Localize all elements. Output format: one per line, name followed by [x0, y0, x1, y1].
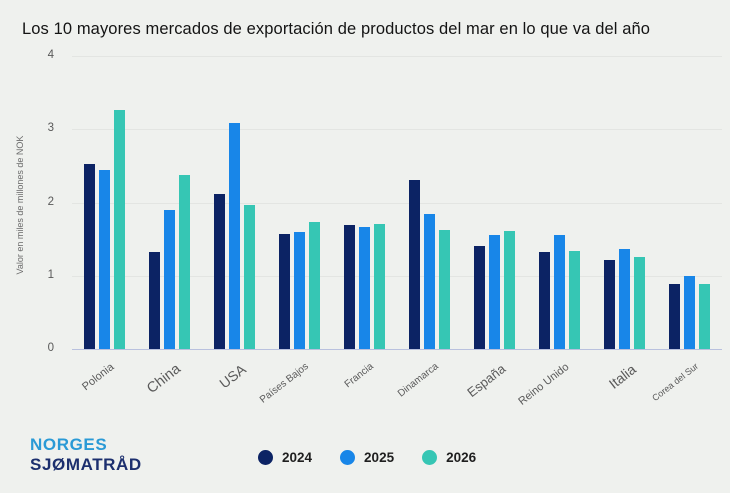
y-tick-label: 0 [47, 342, 54, 354]
bar-2025-polonia [99, 170, 110, 349]
logo-line-2: SJØMATRÅD [30, 455, 142, 474]
bar-2026-italia [634, 257, 645, 349]
bar-2024-usa [214, 194, 225, 349]
chart-legend: 2024 2025 2026 [258, 450, 476, 465]
bar-2026-polonia [114, 110, 125, 349]
bar-2025-corea-del-sur [684, 275, 695, 349]
legend-label: 2024 [282, 450, 313, 465]
gridline [72, 275, 722, 277]
bar-2025-italia [619, 249, 630, 349]
bar-2025-china [164, 209, 175, 349]
bar-2024-china [149, 252, 160, 349]
bar-2026-dinamarca [439, 230, 450, 349]
y-tick-label: 3 [47, 122, 54, 135]
gridline [72, 129, 722, 131]
x-axis-label-corea-del-sur: Corea del Sur [649, 361, 700, 404]
x-axis-label-italia: Italia [605, 361, 639, 392]
legend-swatch-icon [258, 450, 273, 465]
x-axis-label-francia: Francia [342, 361, 376, 391]
bar-2024-españa [474, 246, 485, 349]
logo-line-1: NORGES [30, 435, 108, 454]
bar-2024-italia [604, 259, 615, 349]
gridline [72, 202, 722, 204]
bar-2026-países-bajos [309, 221, 320, 349]
gridline [72, 56, 722, 57]
bar-2025-reino-unido [554, 234, 565, 349]
legend-swatch-icon [422, 450, 438, 465]
bar-2026-francia [374, 223, 385, 349]
legend-swatch-icon [340, 450, 356, 465]
bar-2025-dinamarca [424, 214, 435, 349]
bar-2024-corea-del-sur [669, 283, 680, 349]
bar-2025-francia [359, 227, 370, 349]
legend-item-2025[interactable]: 2025 [340, 450, 394, 465]
bar-2024-dinamarca [409, 179, 420, 349]
x-axis-label-reino-unido: Reino Unido [515, 361, 571, 408]
x-axis-line [72, 349, 722, 350]
x-axis-label-países-bajos: Países Bajos [257, 361, 311, 406]
bar-2025-españa [489, 235, 500, 349]
norges-sjomatrad-logo: NORGES SJØMATRÅD [30, 435, 142, 475]
legend-item-2026[interactable]: 2026 [422, 450, 476, 465]
bar-2026-reino-unido [569, 250, 580, 349]
legend-label: 2026 [446, 450, 477, 465]
bar-2025-países-bajos [294, 231, 305, 349]
bar-2024-países-bajos [279, 233, 290, 349]
chart-title: Los 10 mayores mercados de exportación d… [22, 20, 651, 38]
bar-2024-polonia [84, 164, 95, 349]
bar-2026-usa [244, 204, 255, 349]
y-tick-label: 2 [47, 195, 54, 208]
bar-2024-francia [344, 225, 355, 349]
y-tick-label: 1 [47, 268, 54, 281]
bar-2025-usa [229, 122, 240, 349]
bar-2026-españa [504, 231, 515, 349]
y-tick-label: 4 [47, 49, 54, 61]
bar-2026-corea-del-sur [699, 283, 710, 349]
x-axis-label-dinamarca: Dinamarca [395, 361, 441, 400]
legend-item-2024[interactable]: 2024 [258, 450, 312, 465]
y-axis-title: Valor en miles de millones de NOK [15, 135, 25, 275]
bar-2024-reino-unido [539, 252, 550, 349]
bar-2026-china [179, 175, 190, 349]
legend-label: 2025 [364, 450, 395, 465]
